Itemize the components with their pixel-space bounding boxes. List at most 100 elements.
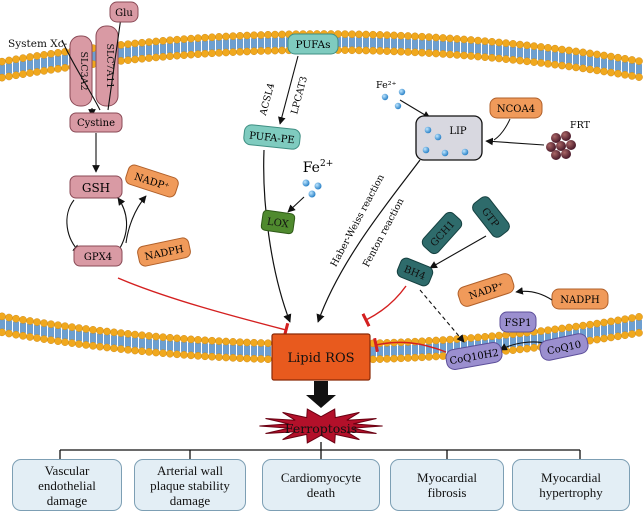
lipid-tail bbox=[489, 44, 495, 55]
lipid-head bbox=[628, 72, 636, 80]
lox-label: LOX bbox=[266, 217, 290, 231]
lipid-head bbox=[495, 38, 503, 47]
lipid-tail bbox=[517, 47, 523, 58]
acsl4-label: ACSL4 bbox=[258, 82, 277, 118]
lipid-head bbox=[152, 37, 160, 46]
lipid-head bbox=[600, 67, 608, 76]
lipid-tail bbox=[195, 41, 201, 52]
lipid-head bbox=[621, 331, 629, 340]
lipid-head bbox=[250, 47, 258, 56]
lipid-tail bbox=[545, 333, 551, 344]
lipid-head bbox=[61, 322, 69, 330]
lipid-head bbox=[579, 64, 587, 73]
lipid-head bbox=[523, 41, 531, 50]
lipid-head bbox=[26, 333, 34, 341]
lipid-tail bbox=[153, 339, 159, 350]
lipid-tail bbox=[55, 328, 61, 339]
lipid-head bbox=[474, 36, 482, 45]
lipid-head bbox=[551, 44, 559, 53]
lipid-tail bbox=[195, 342, 201, 353]
lipid-tail bbox=[580, 55, 586, 66]
lipid-head bbox=[222, 48, 230, 57]
lipid-tail bbox=[594, 326, 600, 337]
lipid-head bbox=[607, 68, 615, 77]
lipid-tail bbox=[398, 345, 404, 356]
lipid-head bbox=[194, 352, 202, 360]
lipid-head bbox=[495, 331, 503, 340]
lipid-head bbox=[607, 52, 615, 61]
lipid-tail bbox=[97, 333, 103, 344]
lipid-head bbox=[264, 339, 272, 348]
lipid-head bbox=[446, 34, 454, 43]
lipid-tail bbox=[125, 336, 131, 347]
gtp-to-bh4-arrow bbox=[429, 235, 487, 269]
lipid-head bbox=[26, 53, 34, 61]
lipid-head bbox=[586, 49, 594, 58]
lipid-head bbox=[425, 353, 433, 361]
lipid-head bbox=[474, 333, 482, 342]
lipid-tail bbox=[13, 321, 19, 332]
lipid-head bbox=[75, 324, 83, 332]
iron-to-lox-arrow bbox=[287, 196, 305, 213]
lipid-tail bbox=[391, 38, 397, 49]
lipid-head bbox=[194, 336, 202, 344]
lipid-tail bbox=[384, 38, 390, 49]
lipid-head bbox=[173, 350, 181, 359]
lip-to-ros-arrow bbox=[316, 159, 421, 323]
lipid-head bbox=[222, 337, 230, 346]
lipid-head bbox=[12, 55, 20, 64]
pufa-pe-label: PUFA-PE bbox=[249, 131, 296, 147]
coq10h2-inhibits-ros bbox=[373, 337, 447, 353]
lipid-tail bbox=[230, 39, 236, 50]
lipid-head bbox=[103, 327, 111, 336]
lipid-tail bbox=[167, 43, 173, 54]
lipid-tail bbox=[559, 331, 565, 342]
lipid-head bbox=[271, 46, 279, 55]
lipid-head bbox=[19, 54, 27, 62]
lipid-head bbox=[75, 340, 83, 348]
lipid-head bbox=[390, 31, 398, 40]
outcome-myocardial-hypertrophy: Myocardial hypertrophy bbox=[512, 459, 630, 511]
lipid-tail bbox=[265, 346, 271, 357]
lipid-head bbox=[159, 349, 167, 357]
lipid-head bbox=[572, 322, 580, 331]
lipid-head bbox=[481, 53, 489, 61]
lipid-tail bbox=[69, 330, 75, 341]
lipid-head bbox=[425, 49, 433, 57]
lipid-head bbox=[271, 30, 279, 39]
lipid-head bbox=[502, 39, 510, 47]
lipid-head bbox=[89, 326, 97, 334]
lipid-head bbox=[635, 57, 643, 65]
lipid-head bbox=[544, 326, 552, 335]
nadph-right-label: NADPH bbox=[560, 295, 600, 306]
lipid-head bbox=[278, 30, 286, 39]
lipid-head bbox=[173, 35, 181, 44]
outcome-arterial-wall-plaque-damage: Arterial wall plaque stability damage bbox=[134, 459, 246, 511]
gpx4-label: GPX4 bbox=[84, 252, 112, 263]
lipid-head bbox=[481, 333, 489, 341]
lipid-head bbox=[383, 47, 391, 55]
lipid-head bbox=[383, 31, 391, 39]
lipid-head bbox=[551, 60, 559, 69]
fe-to-lip-arrow bbox=[399, 99, 431, 119]
lipid-head bbox=[152, 348, 160, 357]
lipid-tail bbox=[412, 39, 418, 50]
lipid-head bbox=[131, 55, 139, 64]
lipid-head bbox=[264, 30, 272, 39]
iron-dot bbox=[381, 93, 389, 101]
lipid-tail bbox=[188, 41, 194, 52]
lipid-tail bbox=[510, 337, 516, 348]
nadph-right-node bbox=[551, 288, 609, 310]
system-xc-label: System Xc- bbox=[8, 38, 68, 50]
lipid-head bbox=[5, 329, 13, 338]
lipid-head bbox=[131, 39, 139, 48]
lipid-head bbox=[558, 61, 566, 70]
lipid-tail bbox=[608, 324, 614, 335]
gsh-label: GSH bbox=[82, 181, 110, 195]
lipid-head bbox=[509, 346, 517, 354]
lipid-head bbox=[187, 351, 195, 360]
lipid-head bbox=[390, 354, 398, 363]
lipid-head bbox=[488, 54, 496, 62]
lipid-tail bbox=[237, 38, 243, 49]
lipid-head bbox=[439, 336, 447, 344]
